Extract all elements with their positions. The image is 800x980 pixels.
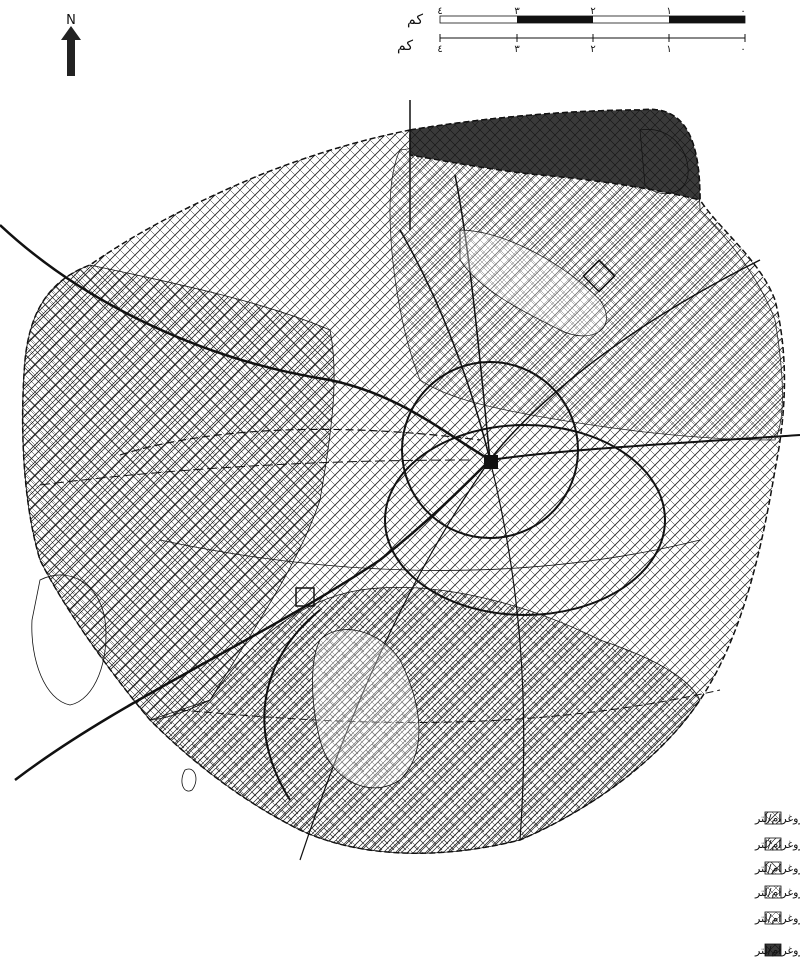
scale-tick: ٣ bbox=[514, 44, 520, 55]
legend-label: ٣٠٠٠ - ٤٠٠٠ ميكروغرام/لتر bbox=[754, 886, 800, 899]
north-arrow: N bbox=[61, 13, 81, 76]
zone-west bbox=[22, 264, 335, 721]
zone-high bbox=[409, 108, 701, 201]
scale-tick: ٢ bbox=[590, 6, 595, 17]
legend-swatch bbox=[764, 943, 782, 957]
scale-tick: ٠ bbox=[740, 44, 745, 55]
scale-tick: ١ bbox=[666, 44, 671, 55]
scale-tick: ٣ bbox=[514, 6, 520, 17]
scale-unit-1: كم bbox=[407, 12, 423, 28]
legend-label: ٤٠٠٠ - ٥٠٠٠ ميكروغرام/لتر bbox=[754, 912, 800, 925]
legend-swatch bbox=[764, 861, 782, 875]
legend-label: ٢٠٠٠ - ٣٠٠٠ ميكروغرام/لتر bbox=[754, 862, 800, 875]
north-arrow-icon bbox=[61, 26, 81, 40]
concentration-map bbox=[0, 100, 800, 861]
scale-bar-2: كم ٤ ٣ ٢ ١ ٠ bbox=[397, 34, 746, 55]
legend-swatch bbox=[764, 911, 782, 925]
highway bbox=[14, 459, 491, 781]
north-label: N bbox=[66, 13, 76, 28]
legend-label: ١٠٠٠ - ٢٠٠٠ ميكروغرام/لتر bbox=[754, 838, 800, 851]
scale-tick: ٢ bbox=[590, 44, 595, 55]
legend: أقل من ١٠٠٠ ميكروغرام/لتر ١٠٠٠ - ٢٠٠٠ مي… bbox=[754, 811, 800, 957]
scale-tick: ٤ bbox=[437, 6, 442, 17]
highway bbox=[0, 224, 491, 462]
legend-label: أكثر من ٥٠٠٠ ميكروغرام/لتر bbox=[754, 943, 800, 957]
legend-swatch bbox=[764, 837, 782, 851]
city-centre bbox=[484, 455, 498, 469]
scale-tick: ٤ bbox=[437, 44, 442, 55]
scale-tick: ١ bbox=[666, 6, 671, 17]
scale-bar-1: كم ٤ ٣ ٢ ١ ٠ bbox=[407, 6, 746, 28]
ring-road-middle bbox=[384, 424, 666, 616]
legend-label: أقل من ١٠٠٠ ميكروغرام/لتر bbox=[754, 811, 800, 825]
legend-swatch bbox=[764, 811, 782, 825]
scale-unit-2: كم bbox=[397, 38, 413, 54]
scale-tick: ٠ bbox=[740, 6, 745, 17]
zone-south bbox=[149, 587, 701, 854]
highway bbox=[489, 434, 800, 461]
legend-swatch bbox=[764, 885, 782, 899]
